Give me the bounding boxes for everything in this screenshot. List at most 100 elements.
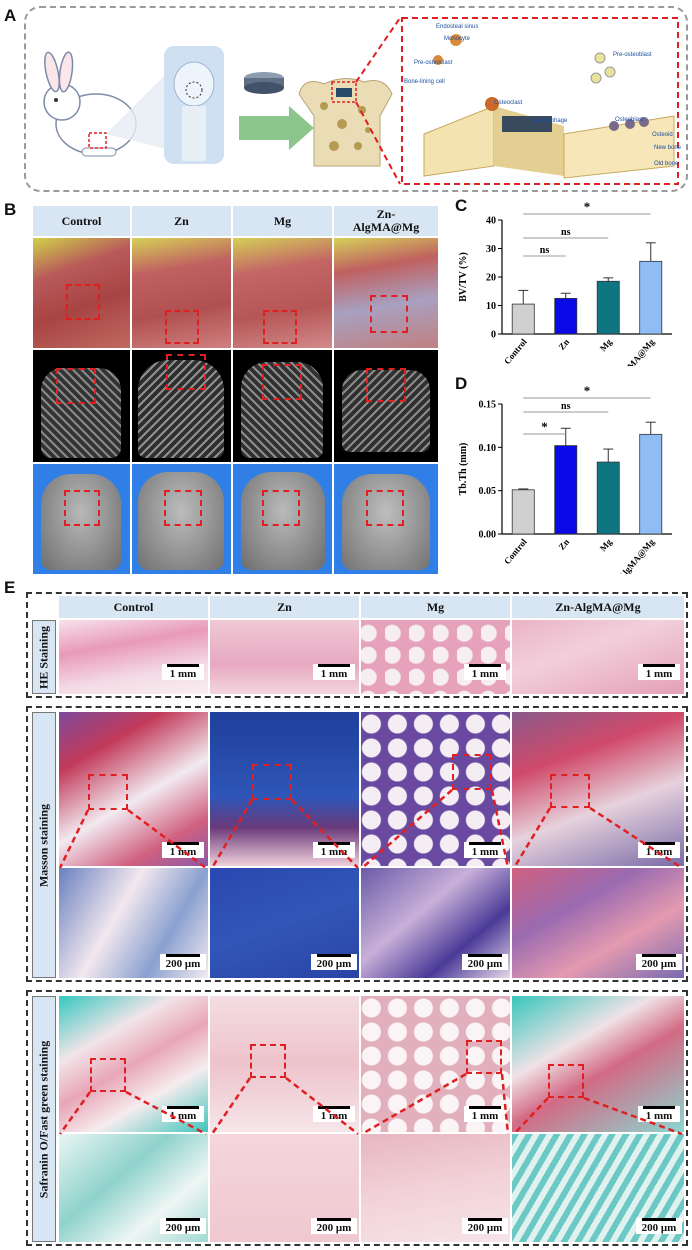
panel-a-frame [24, 6, 688, 192]
label-osteoblast: Osteoblast [615, 117, 644, 123]
b-3d-mg [233, 464, 332, 574]
masson-scale-zn-algma: 1 mm [638, 842, 680, 858]
safranin-zoom-scale-zn: 200 μm [311, 1218, 357, 1234]
b-photo-zn-algma [334, 238, 438, 348]
panel-d-letter: D [455, 374, 468, 393]
masson-zoom-scale-zn-algma: 200 μm [636, 954, 682, 970]
masson-roi-mg [452, 754, 492, 790]
bar-control [511, 303, 535, 335]
b-header-mg: Mg [233, 206, 332, 236]
significance-label: ns [561, 401, 571, 412]
e-he-label: HE Staining [36, 625, 51, 690]
e-safranin-label: Safranin O/Fast green staining [36, 1040, 51, 1199]
panel-a-letter: A [4, 6, 17, 25]
mechanism-illustration [401, 17, 679, 185]
masson-zoom-scale-zn: 200 μm [311, 954, 357, 970]
e-header-mg: Mg [361, 596, 510, 618]
knee-illustration [164, 46, 224, 164]
b-photo-zn [132, 238, 231, 348]
e-masson-frame [26, 706, 688, 982]
safranin-scale-zn: 1 mm [313, 1106, 355, 1122]
b-header-zn-algma: Zn- AlgMA@Mg [334, 206, 438, 236]
x-tick-label: Zn-AlgMA@Mg [608, 536, 657, 574]
y-tick-label: 0.15 [479, 400, 497, 411]
he-scale-zn: 1 mm [313, 664, 355, 680]
b-ct-control [33, 350, 130, 462]
y-tick-label: 0 [491, 330, 496, 341]
b-3d-zn [132, 464, 231, 574]
bar-control [511, 489, 535, 535]
b-roi-3d-control [64, 490, 100, 526]
label-osteoclast: Osteoclast [494, 100, 523, 106]
b-ct-mg [233, 350, 332, 462]
b-ct-zn [132, 350, 231, 462]
schematic-illustration [43, 17, 679, 185]
panel-e-letter: E [4, 578, 16, 597]
safranin-zoom-scale-mg: 200 μm [462, 1218, 508, 1234]
bar-zn-algma-mg [639, 433, 663, 535]
b-roi-photo-control [66, 284, 100, 320]
x-tick-label: Mg [598, 536, 614, 553]
b-photo-control [33, 238, 130, 348]
bar-mg [596, 280, 620, 335]
x-tick-label: Zn [557, 337, 572, 352]
chart-bv-tv: 0 10 20 30 40 BV/TV (%) Control Zn MgZn-AlgMA@Mg… [458, 199, 672, 366]
label-monocyte: Monocyte [444, 36, 471, 42]
y-tick-label: 0.00 [479, 530, 497, 541]
he-image-zn-algma [512, 620, 684, 694]
label-osteoid: Osteoid [652, 132, 673, 138]
b-roi-3d-zn-algma [366, 490, 404, 526]
b-roi-ct-zn [166, 354, 206, 390]
label-new-bone: New bone [654, 145, 682, 151]
masson-roi-zn [252, 764, 292, 800]
safranin-roi-zn [250, 1044, 286, 1078]
safranin-zoom-scale-control: 200 μm [160, 1218, 206, 1234]
he-image-zn [210, 620, 359, 694]
b-roi-photo-zn-algma [370, 295, 408, 333]
label-pre-osteoblast: Pre-osteoblast [613, 52, 652, 58]
b-roi-3d-mg [262, 490, 300, 526]
y-tick-label: 40 [486, 216, 496, 227]
he-image-mg [361, 620, 510, 694]
e-masson-label: Masson staining [36, 803, 51, 888]
he-image-control [59, 620, 208, 694]
bar-zn-algma-mg [639, 260, 663, 335]
b-photo-mg [233, 238, 332, 348]
y-tick-label: 20 [486, 273, 496, 284]
he-scale-zn-algma: 1 mm [638, 664, 680, 680]
significance-label: * [541, 419, 548, 434]
e-safranin-label-box [32, 996, 56, 1242]
label-endosteal-sinus: Endosteal sinus [436, 24, 479, 30]
safranin-scale-zn-algma: 1 mm [638, 1106, 680, 1122]
b-header-zn: Zn [132, 206, 231, 236]
e-he-frame [26, 592, 688, 698]
e-safranin-frame [26, 990, 688, 1246]
panel-c-letter: C [455, 196, 468, 215]
x-tick-label: Zn [557, 537, 572, 552]
bone-illustration [298, 78, 393, 167]
safranin-roi-zn-algma [548, 1064, 584, 1098]
masson-scale-control: 1 mm [162, 842, 204, 858]
significance-label: ns [561, 227, 571, 238]
safranin-zoom-scale-zn-algma: 200 μm [636, 1218, 682, 1234]
b-header-control: Control [33, 206, 130, 236]
he-scale-mg: 1 mm [464, 664, 506, 680]
label-old-bone: Old bone [654, 161, 679, 167]
masson-roi-control [88, 774, 128, 810]
bar-zn [554, 445, 578, 535]
arrow-shape [239, 106, 314, 150]
bar-zn [554, 297, 578, 335]
masson-roi-zn-algma [550, 774, 590, 808]
e-header-control: Control [59, 596, 208, 618]
e-he-label-box [32, 620, 56, 694]
y-axis-label: Tb.Th (mm) [458, 443, 469, 496]
chart-tb-th: 0.00 0.05 0.10 0.15 Tb.Th (mm) Control Zn MgZn-… [458, 383, 672, 574]
b-roi-ct-control [56, 368, 96, 404]
y-tick-label: 0.10 [479, 443, 497, 454]
b-ct-zn-algma [334, 350, 438, 462]
e-header-zn-algma: Zn-AlgMA@Mg [512, 596, 684, 618]
y-tick-label: 30 [486, 244, 496, 255]
safranin-roi-mg [466, 1040, 502, 1074]
safranin-scale-mg: 1 mm [464, 1106, 506, 1122]
b-roi-ct-mg [262, 364, 302, 400]
